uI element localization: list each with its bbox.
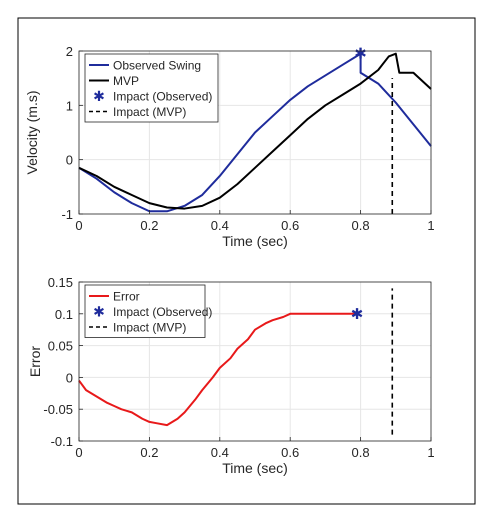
legend-swatch-star: ✱ bbox=[93, 304, 105, 320]
x-tick-label: 0.4 bbox=[211, 445, 229, 460]
y-tick-label: 2 bbox=[66, 44, 73, 59]
figure-border bbox=[17, 17, 476, 505]
x-tick-label: 0 bbox=[75, 445, 82, 460]
axes-box bbox=[78, 50, 432, 215]
legend-box bbox=[84, 284, 206, 338]
x-tick-label: 0.2 bbox=[140, 445, 158, 460]
y-tick-label: 0 bbox=[66, 153, 73, 168]
series-line-mvp bbox=[78, 52, 432, 210]
y-tick-label: 0.1 bbox=[55, 307, 73, 322]
x-tick-label: 0.6 bbox=[281, 445, 299, 460]
series-line-observed-swing bbox=[78, 52, 432, 213]
legend-swatch-star: ✱ bbox=[93, 88, 105, 104]
y-tick-label: -0.1 bbox=[51, 434, 73, 449]
axes-box bbox=[78, 281, 432, 442]
y-axis-label: Velocity (m.s) bbox=[24, 90, 40, 174]
legend-label: Observed Swing bbox=[113, 59, 201, 73]
y-tick-label: -0.05 bbox=[43, 402, 73, 417]
x-axis-label: Time (sec) bbox=[222, 460, 288, 476]
legend-label: Impact (Observed) bbox=[113, 305, 212, 319]
y-tick-label: 1 bbox=[66, 98, 73, 113]
y-tick-label: -1 bbox=[61, 207, 73, 222]
legend-label: Error bbox=[113, 290, 140, 304]
x-tick-label: 0 bbox=[75, 218, 82, 233]
x-tick-label: 1 bbox=[427, 218, 434, 233]
impact-observed-marker: ✱ bbox=[354, 46, 367, 63]
series-line-error bbox=[78, 312, 358, 427]
x-tick-label: 1 bbox=[427, 445, 434, 460]
impact-observed-marker: ✱ bbox=[351, 306, 364, 323]
x-tick-label: 0.8 bbox=[352, 218, 370, 233]
x-tick-label: 0.6 bbox=[281, 218, 299, 233]
legend-label: MVP bbox=[113, 74, 139, 88]
chart-panel-2: ✱ 0 0.2 0.4 0.6 0.8 1 -0.1 -0.05 0 0.05 0.1 0.15 Time… bbox=[27, 275, 435, 476]
x-axis-label: Time (sec) bbox=[222, 233, 288, 249]
x-tick-label: 0.8 bbox=[352, 445, 370, 460]
legend-label: Impact (MVP) bbox=[113, 105, 186, 119]
legend-label: Impact (MVP) bbox=[113, 321, 186, 335]
y-tick-label: 0.05 bbox=[48, 339, 73, 354]
y-tick-label: 0.15 bbox=[48, 275, 73, 290]
x-tick-label: 0.2 bbox=[140, 218, 158, 233]
x-tick-label: 0.4 bbox=[211, 218, 229, 233]
legend-label: Impact (Observed) bbox=[113, 90, 212, 104]
y-tick-label: 0 bbox=[66, 370, 73, 385]
y-axis-label: Error bbox=[27, 346, 43, 377]
